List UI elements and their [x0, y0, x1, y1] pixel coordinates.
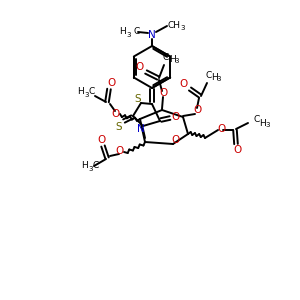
- Text: O: O: [97, 135, 105, 145]
- Text: O: O: [217, 124, 225, 134]
- Text: 3: 3: [85, 92, 89, 98]
- Text: H: H: [77, 88, 84, 97]
- Text: O: O: [172, 112, 180, 122]
- Text: H: H: [81, 161, 88, 170]
- Text: C: C: [163, 52, 169, 62]
- Text: H: H: [212, 73, 218, 82]
- Text: 3: 3: [127, 32, 131, 38]
- Text: H: H: [119, 28, 126, 37]
- Text: C: C: [89, 88, 95, 97]
- Text: O: O: [111, 109, 119, 119]
- Text: O: O: [234, 145, 242, 155]
- Text: S: S: [135, 94, 141, 104]
- Text: O: O: [180, 79, 188, 89]
- Text: CH: CH: [168, 20, 181, 29]
- Text: O: O: [159, 88, 167, 98]
- Text: O: O: [193, 105, 201, 115]
- Text: 3: 3: [175, 58, 179, 64]
- Text: H: H: [260, 118, 266, 127]
- Text: O: O: [115, 146, 123, 156]
- Text: C: C: [206, 70, 212, 80]
- Text: C: C: [254, 116, 260, 124]
- Text: C: C: [93, 161, 99, 170]
- Text: 3: 3: [217, 76, 221, 82]
- Text: 3: 3: [89, 166, 93, 172]
- Text: O: O: [107, 78, 115, 88]
- Text: 3: 3: [266, 122, 270, 128]
- Text: S: S: [116, 122, 122, 132]
- Text: O: O: [136, 62, 144, 72]
- Text: N: N: [148, 30, 156, 40]
- Text: N: N: [137, 124, 145, 134]
- Text: O: O: [171, 135, 179, 145]
- Text: C: C: [134, 28, 140, 37]
- Text: H: H: [169, 55, 176, 64]
- Text: 3: 3: [180, 25, 184, 31]
